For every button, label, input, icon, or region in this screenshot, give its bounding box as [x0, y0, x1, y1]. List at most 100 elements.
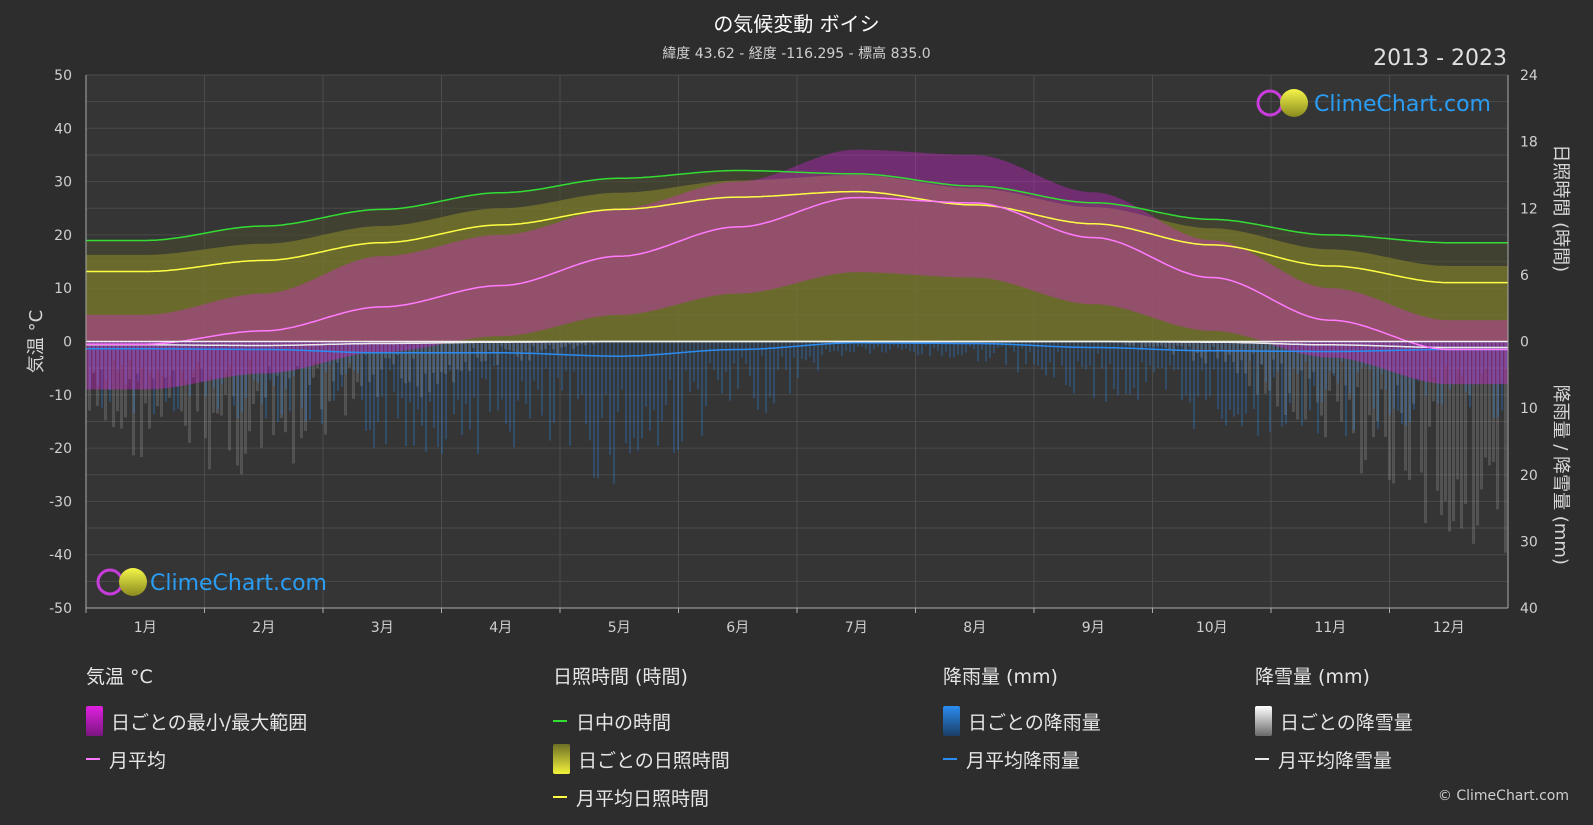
- rain-bar: [885, 341, 887, 353]
- rain-bar: [1445, 341, 1447, 367]
- rain-bar: [665, 341, 667, 406]
- rain-bar: [913, 341, 915, 352]
- rain-bar: [261, 341, 263, 405]
- snow-bar: [248, 341, 251, 432]
- snow-bar: [1292, 341, 1295, 412]
- snow-bar: [1504, 341, 1507, 553]
- rain-bar: [549, 341, 551, 441]
- rain-bar: [365, 341, 367, 431]
- snow-bar: [1236, 341, 1239, 374]
- rain-bar: [397, 341, 399, 419]
- daily-snow-bars: [88, 341, 1507, 553]
- swatch-snow-avg: [1255, 758, 1269, 760]
- rain-bar: [1477, 341, 1479, 385]
- rain-bar: [1125, 341, 1127, 394]
- snow-bar: [412, 341, 415, 359]
- snow-bar: [1316, 341, 1319, 403]
- rain-bar: [533, 341, 535, 381]
- rain-bar: [373, 341, 375, 448]
- snow-bar: [1320, 341, 1323, 416]
- snow-bar: [344, 341, 347, 416]
- snow-bar: [200, 341, 203, 369]
- rain-bar: [1449, 341, 1451, 390]
- snow-bar: [436, 341, 439, 384]
- rain-bar: [945, 341, 947, 352]
- precip-axis-title: 降雨量 / 降雪量 (mm): [1550, 385, 1571, 565]
- snow-bar: [1180, 341, 1183, 347]
- snow-bar: [296, 341, 299, 366]
- rain-bar: [1325, 341, 1327, 390]
- snow-bar: [1376, 341, 1379, 422]
- rain-bar: [233, 341, 235, 406]
- rain-bar: [1193, 341, 1195, 429]
- rain-bar: [857, 341, 859, 347]
- swatch-snow-daily: [1255, 706, 1272, 736]
- rain-bar: [1385, 341, 1387, 390]
- rain-bar: [205, 341, 207, 397]
- legend-heading-sunshine: 日照時間 (時間): [553, 666, 688, 688]
- snow-bar: [1260, 341, 1263, 365]
- rain-bar: [1453, 341, 1455, 385]
- rain-bar: [653, 341, 655, 411]
- month-label: 7月: [845, 620, 868, 636]
- swatch-temp-avg: [86, 758, 100, 760]
- snow-bar: [1264, 341, 1267, 394]
- legend-item-sunshine-daily: 日ごとの日照時間: [553, 740, 730, 778]
- rain-bar: [657, 341, 659, 446]
- rain-bar: [709, 341, 711, 364]
- rain-bar: [417, 341, 419, 410]
- legend-item-daylight: 日中の時間: [553, 702, 730, 740]
- rain-bar: [505, 341, 507, 424]
- rain-bar: [601, 341, 603, 418]
- snow-bar: [252, 341, 255, 405]
- rain-bar: [1141, 341, 1143, 363]
- rain-bar: [1313, 341, 1315, 387]
- rain-bar: [1137, 341, 1139, 400]
- snow-bar: [224, 341, 227, 395]
- rain-bar: [1457, 341, 1459, 370]
- rain-bar: [789, 341, 791, 394]
- rain-bar: [1145, 341, 1147, 382]
- snow-bar: [288, 341, 291, 379]
- snow-bar: [1392, 341, 1395, 484]
- legend-item-rain-daily: 日ごとの降雨量: [943, 702, 1101, 740]
- temp-range-area: [86, 149, 1508, 390]
- snow-bar: [348, 341, 351, 368]
- rain-bar: [1069, 341, 1071, 387]
- rain-bar: [573, 341, 575, 372]
- rain-bar: [985, 341, 987, 362]
- rain-bar: [757, 341, 759, 410]
- y-tick-label: -50: [49, 601, 72, 617]
- rain-bar: [1393, 341, 1395, 409]
- rain-bar: [1161, 341, 1163, 369]
- snow-bar: [1128, 341, 1131, 346]
- rain-bar: [1269, 341, 1271, 432]
- snow-bar: [500, 341, 503, 347]
- snow-bar: [1448, 341, 1451, 532]
- rain-bar: [1037, 341, 1039, 366]
- rain-bar: [937, 341, 939, 351]
- rain-bar: [1297, 341, 1299, 374]
- snow-bar: [428, 341, 431, 393]
- rain-bar: [697, 341, 699, 390]
- legend-temperature: 気温 °C 日ごとの最小/最大範囲 月平均: [86, 662, 307, 778]
- y-tick-label: -30: [49, 494, 72, 510]
- sun-tick-label: 12: [1520, 201, 1538, 217]
- rain-bar: [1133, 341, 1135, 388]
- snow-bar: [1432, 341, 1435, 402]
- rain-bar: [765, 341, 767, 413]
- snow-bar: [396, 341, 399, 355]
- snow-bar: [1140, 341, 1143, 350]
- snow-bar: [260, 341, 263, 448]
- snow-bar: [1460, 341, 1463, 529]
- rain-bar: [585, 341, 587, 425]
- snow-bar: [120, 341, 123, 429]
- rain-bar: [353, 341, 355, 371]
- rain-bar: [369, 341, 371, 431]
- rain-bar: [1433, 341, 1435, 377]
- snow-bar: [1496, 341, 1499, 510]
- rain-bar: [517, 341, 519, 401]
- snow-bar: [404, 341, 407, 384]
- snow-bar: [1428, 341, 1431, 427]
- rain-bar: [333, 341, 335, 401]
